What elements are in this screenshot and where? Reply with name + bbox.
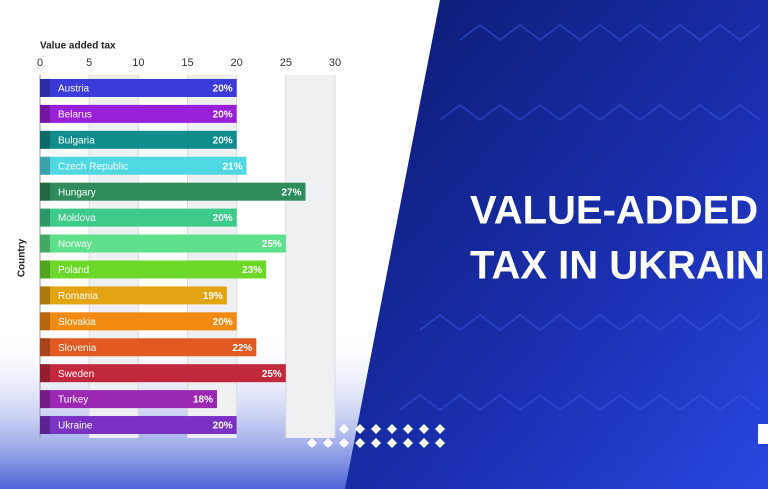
category-label: Norway: [58, 239, 92, 250]
dot: [387, 424, 397, 434]
chart: 0 5 10 15 20 25 30 Austria 20% Belarus 20% Bulgaria…: [37, 57, 341, 438]
category-label: Sweden: [58, 369, 94, 380]
bar-tab: [40, 208, 50, 227]
bar: [40, 338, 257, 357]
bar-tab: [40, 182, 50, 201]
dot: [339, 424, 349, 434]
dot: [307, 438, 317, 448]
value-label: 22%: [232, 343, 252, 354]
logo: [758, 424, 768, 444]
x-tick-label: 10: [132, 57, 144, 69]
x-tick-label: 0: [37, 57, 43, 69]
dot: [355, 438, 365, 448]
dot: [323, 438, 333, 448]
bar-tab: [40, 312, 50, 331]
value-label: 20%: [213, 317, 233, 328]
bar: [40, 130, 237, 149]
category-label: Austria: [58, 84, 90, 95]
dot: [435, 424, 445, 434]
value-label: 25%: [262, 239, 282, 250]
bar-tab: [40, 130, 50, 149]
category-label: Poland: [58, 265, 89, 276]
grid-band: [187, 75, 237, 438]
value-label: 23%: [242, 265, 262, 276]
value-label: 20%: [213, 213, 233, 224]
value-label: 21%: [222, 161, 242, 172]
dot: [403, 424, 413, 434]
bar: [40, 78, 237, 97]
dot: [355, 424, 365, 434]
dot: [435, 438, 445, 448]
dot: [419, 438, 429, 448]
zigzag-pattern: [399, 23, 761, 412]
bar: [40, 286, 227, 305]
bar-tab: [40, 104, 50, 123]
dot: [339, 438, 349, 448]
banner-line: TAX IN UKRAIN: [470, 244, 765, 288]
x-tick-label: 20: [231, 57, 243, 69]
x-tick-label: 5: [86, 57, 92, 69]
bar-tab: [40, 416, 50, 435]
bar: [40, 364, 286, 383]
category-label: Czech Republic: [58, 161, 128, 172]
value-label: 20%: [213, 135, 233, 146]
value-label: 20%: [213, 110, 233, 121]
banner-line: VALUE-ADDED: [470, 189, 758, 233]
bar-tab: [40, 286, 50, 305]
value-label: 27%: [281, 187, 301, 198]
category-label: Bulgaria: [58, 135, 95, 146]
bar-tab: [40, 260, 50, 279]
y-axis-label: Country: [17, 238, 28, 277]
x-tick-label: 30: [329, 57, 341, 69]
dot: [419, 424, 429, 434]
value-label: 18%: [193, 395, 213, 406]
category-label: Hungary: [58, 187, 96, 198]
bar-tab: [40, 364, 50, 383]
category-label: Turkey: [58, 395, 88, 406]
grid-band: [89, 75, 139, 438]
value-label: 20%: [213, 421, 233, 432]
bar-tab: [40, 234, 50, 253]
x-tick-label: 15: [181, 57, 193, 69]
dot: [387, 438, 397, 448]
bar: [40, 208, 237, 227]
x-tick-label: 25: [280, 57, 292, 69]
bar-tab: [40, 156, 50, 175]
bar: [40, 156, 247, 175]
bar: [40, 390, 217, 409]
bar: [40, 182, 306, 201]
bar-tab: [40, 338, 50, 357]
chart-title: Value added tax: [40, 41, 116, 52]
category-label: Slovenia: [58, 343, 97, 354]
bar: [40, 234, 286, 253]
category-label: Romania: [58, 291, 98, 302]
banner-panel: [345, 0, 768, 489]
category-label: Belarus: [58, 110, 92, 121]
value-label: 25%: [262, 369, 282, 380]
bar: [40, 312, 237, 331]
dot: [371, 438, 381, 448]
value-label: 20%: [213, 84, 233, 95]
bar: [40, 260, 267, 279]
category-label: Moldova: [58, 213, 96, 224]
bar: [40, 104, 237, 123]
bar: [40, 416, 237, 435]
grid-band: [285, 75, 335, 438]
category-label: Slovakia: [58, 317, 96, 328]
category-label: Ukraine: [58, 421, 93, 432]
value-label: 19%: [203, 291, 223, 302]
dot: [403, 438, 413, 448]
dot: [371, 424, 381, 434]
bar-tab: [40, 390, 50, 409]
bar-tab: [40, 78, 50, 97]
